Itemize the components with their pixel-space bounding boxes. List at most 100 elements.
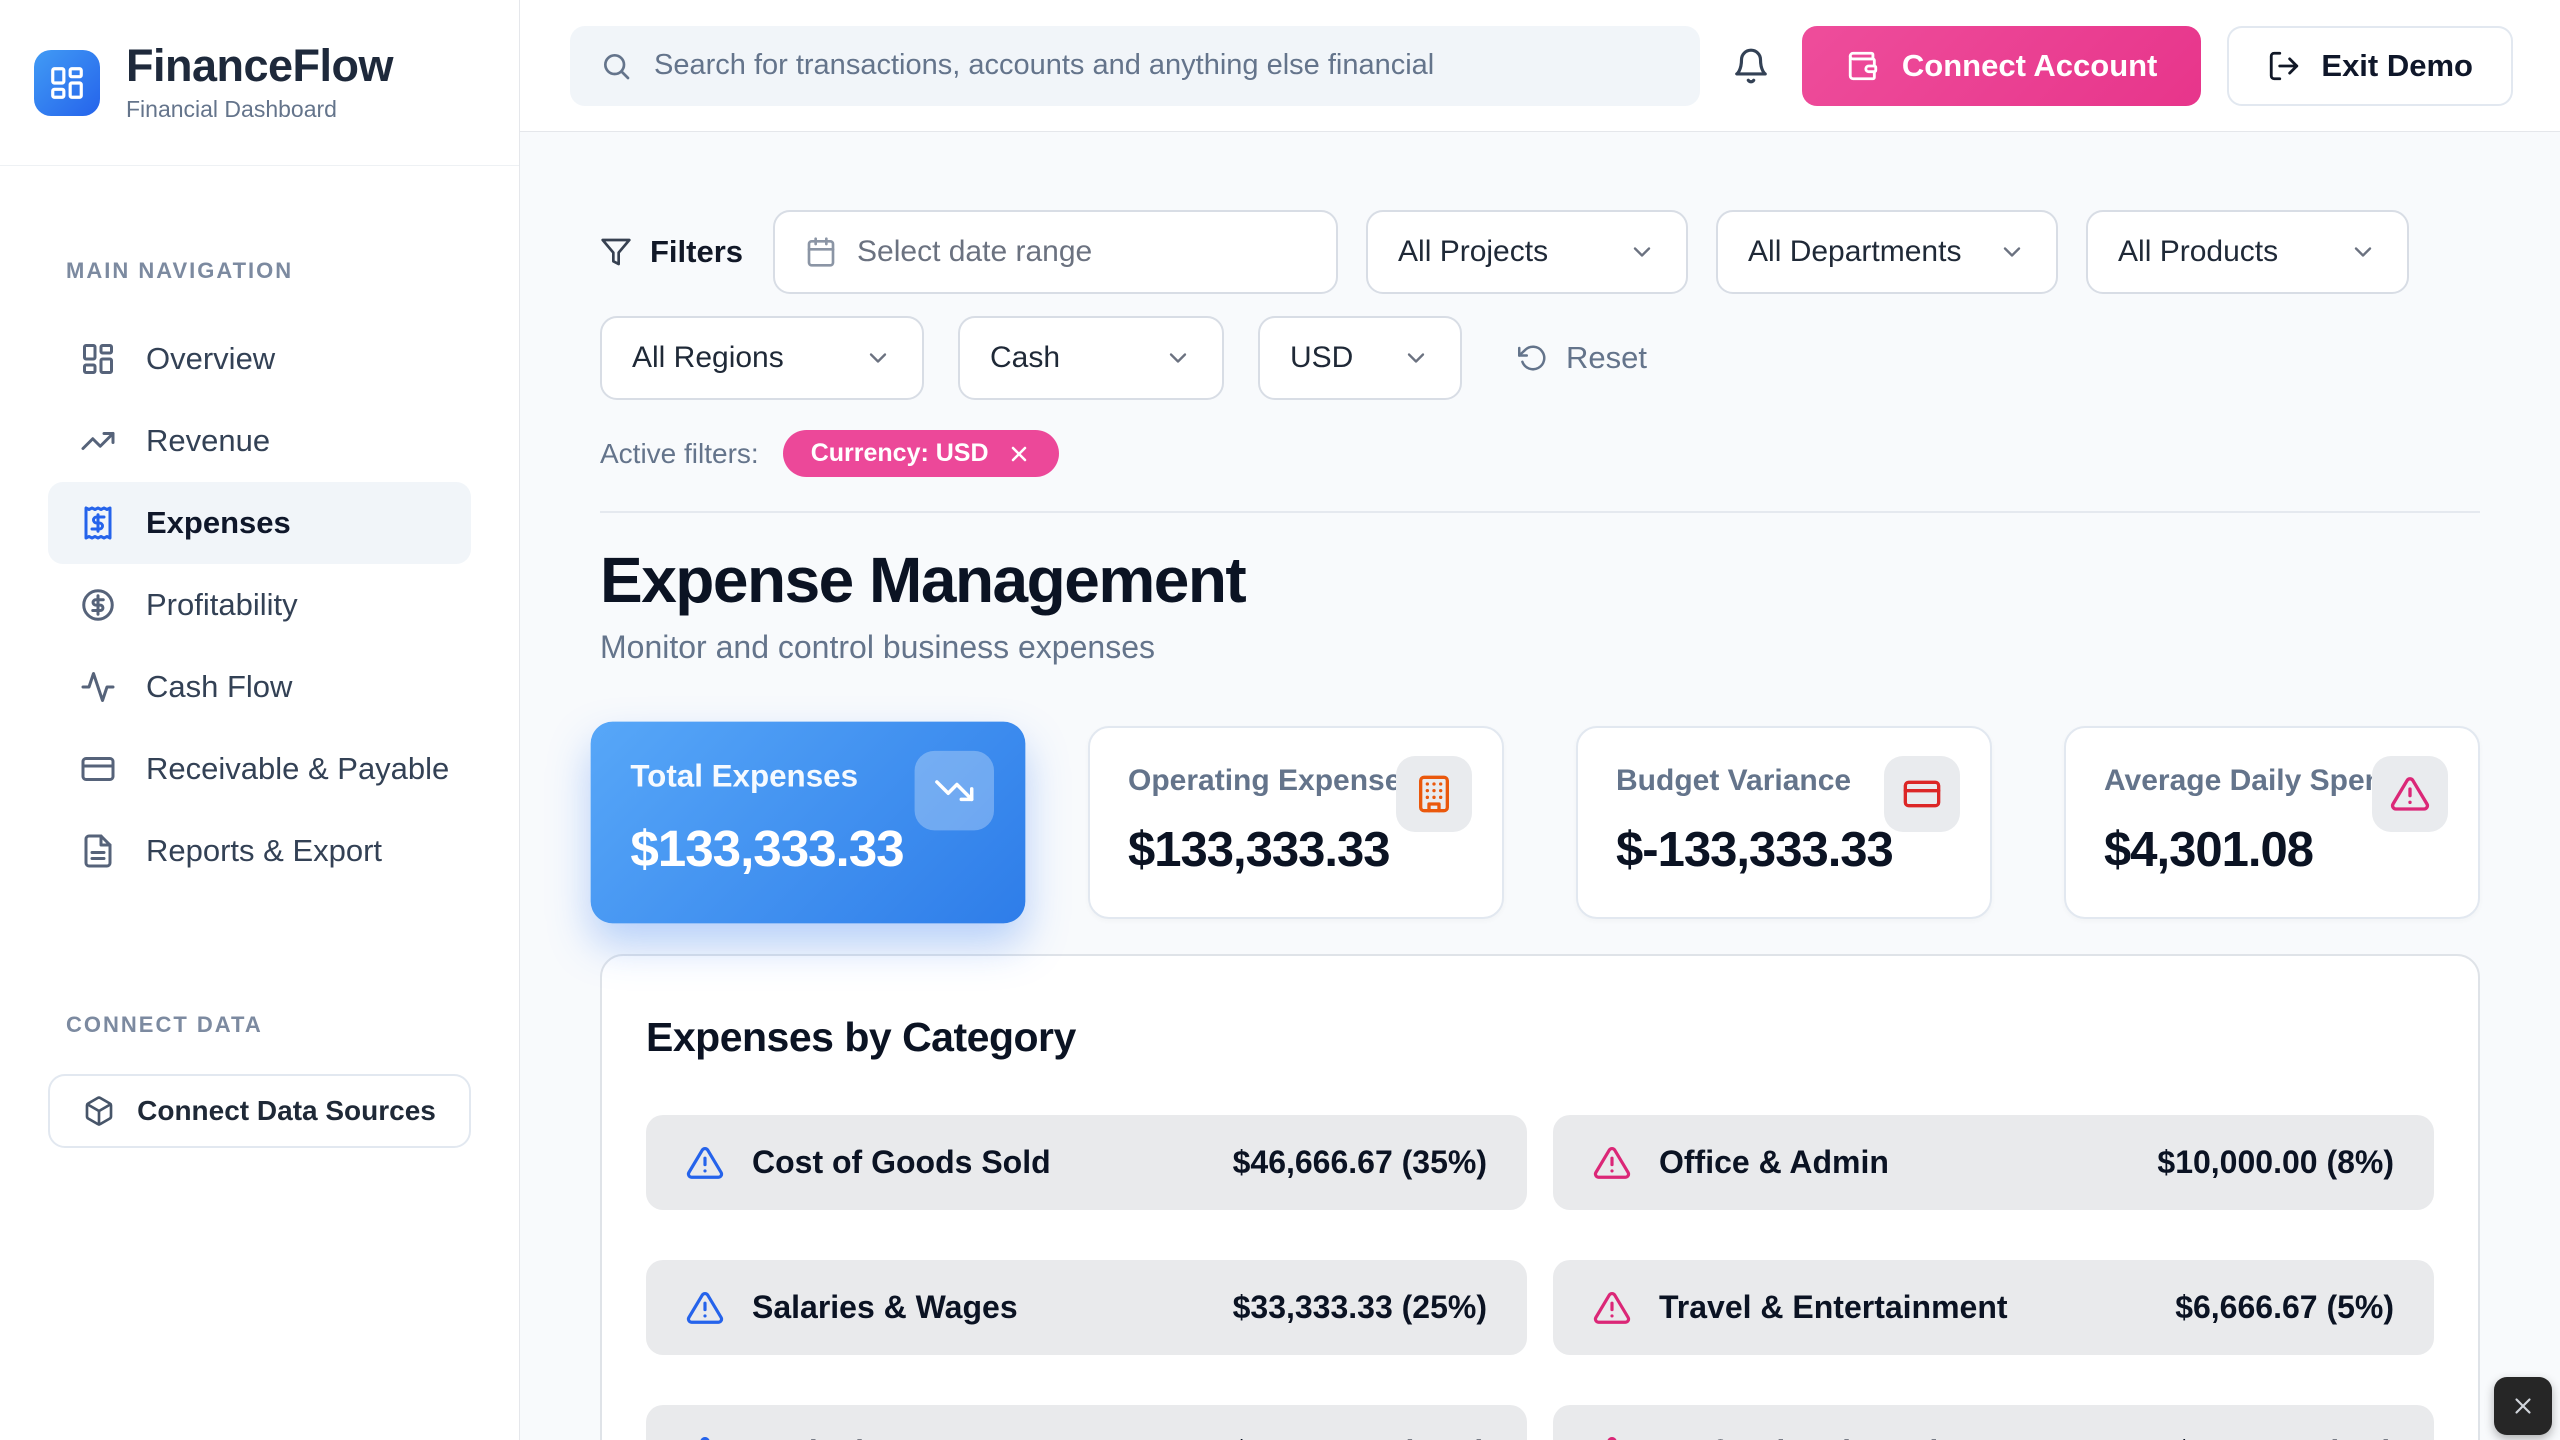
alert-triangle-icon xyxy=(1593,1144,1631,1182)
alert-triangle-icon xyxy=(686,1144,724,1182)
nav-section-heading: MAIN NAVIGATION xyxy=(66,258,294,283)
filter-dropdown-usd[interactable]: USD xyxy=(1258,316,1462,400)
filters-label-group: Filters xyxy=(600,234,743,270)
category-row-salaries-wages: Salaries & Wages $33,333.33 (25%) xyxy=(646,1260,1527,1355)
connect-account-button[interactable]: Connect Account xyxy=(1801,25,2202,106)
stat-card-budget-variance[interactable]: Budget Variance $-133,333.33 xyxy=(1576,726,1992,919)
receipt-icon xyxy=(80,505,116,541)
building-icon xyxy=(1414,774,1454,814)
category-row-office-admin: Office & Admin $10,000.00 (8%) xyxy=(1553,1115,2434,1210)
expenses-by-category-title: Expenses by Category xyxy=(646,1014,1076,1060)
stat-label: Average Daily Spend xyxy=(2104,764,2402,797)
stat-icon-box xyxy=(1884,756,1960,832)
log-out-icon xyxy=(2267,49,2301,83)
topbar: Connect Account Exit Demo xyxy=(520,0,2560,132)
connect-data-sources-label: Connect Data Sources xyxy=(137,1095,436,1126)
dollar-circle-icon xyxy=(80,587,116,623)
dashboard-logo-icon xyxy=(48,64,86,102)
stat-card-operating-expenses[interactable]: Operating Expenses $133,333.33 xyxy=(1088,726,1504,919)
dropdown-selected-value: All Departments xyxy=(1748,235,1962,268)
trending-down-icon xyxy=(933,770,975,812)
category-value: $46,666.67 (35%) xyxy=(1232,1144,1487,1180)
stat-card-total-expenses[interactable]: Total Expenses $133,333.33 xyxy=(590,721,1026,924)
category-value: $33,333.33 (25%) xyxy=(1232,1289,1487,1325)
category-row-travel-entertainment: Travel & Entertainment $6,666.67 (5%) xyxy=(1553,1260,2434,1355)
stat-value: $133,333.33 xyxy=(1128,823,1391,877)
stat-icon-box xyxy=(1396,756,1472,832)
credit-card-icon xyxy=(1902,774,1942,814)
search-input[interactable] xyxy=(654,49,1670,82)
file-text-icon xyxy=(80,833,116,869)
close-overlay-button[interactable] xyxy=(2494,1377,2552,1435)
brand-name: FinanceFlow xyxy=(126,40,394,92)
filter-dropdown-all-regions[interactable]: All Regions xyxy=(600,316,924,400)
exit-demo-button[interactable]: Exit Demo xyxy=(2227,25,2513,106)
main-area: Connect Account Exit Demo Filters Select… xyxy=(520,0,2560,1440)
category-value: $10,000.00 (8%) xyxy=(2157,1144,2394,1180)
chevron-down-icon xyxy=(1998,238,2026,266)
sidebar-item-receivable-payable[interactable]: Receivable & Payable xyxy=(48,728,471,810)
stat-label: Total Expenses xyxy=(630,759,859,794)
chevron-down-icon xyxy=(1164,344,1192,372)
filter-dropdown-all-products[interactable]: All Products xyxy=(2086,210,2410,294)
filter-dropdown-cash[interactable]: Cash xyxy=(958,316,1224,400)
sidebar-item-expenses[interactable]: Expenses xyxy=(48,482,471,564)
close-icon xyxy=(2510,1393,2536,1419)
sidebar-item-revenue[interactable]: Revenue xyxy=(48,400,471,482)
alert-triangle-icon xyxy=(1593,1289,1631,1327)
stat-value: $4,301.08 xyxy=(2104,823,2314,877)
search-icon xyxy=(600,50,632,82)
alert-triangle-icon xyxy=(2390,774,2430,814)
date-range-input[interactable]: Select date range xyxy=(773,210,1339,294)
filter-icon xyxy=(600,236,632,268)
sidebar-item-label: Reports & Export xyxy=(146,833,383,868)
reset-filters-button[interactable]: Reset xyxy=(1518,340,1647,376)
filter-dropdown-all-departments[interactable]: All Departments xyxy=(1716,210,2059,294)
category-name: Cost of Goods Sold xyxy=(752,1144,1051,1180)
alert-triangle-icon xyxy=(686,1434,724,1440)
activity-icon xyxy=(80,669,116,705)
category-value: $20,000.00 (15%) xyxy=(1233,1434,1487,1440)
category-row-professional-services: Professional Services $3,333.33 (3%) xyxy=(1553,1405,2434,1440)
filters-label: Filters xyxy=(650,234,744,269)
sidebar-item-cash-flow[interactable]: Cash Flow xyxy=(48,646,471,728)
sidebar-item-label: Expenses xyxy=(146,505,291,540)
page-subtitle: Monitor and control business expenses xyxy=(600,629,1155,665)
sidebar-item-overview[interactable]: Overview xyxy=(48,318,471,400)
bell-icon xyxy=(1732,47,1770,85)
notifications-button[interactable] xyxy=(1726,41,1776,91)
filter-dropdown-all-projects[interactable]: All Projects xyxy=(1366,210,1689,294)
category-row-marketing: Marketing $20,000.00 (15%) xyxy=(646,1405,1527,1440)
package-icon xyxy=(83,1095,115,1127)
connect-data-sources-button[interactable]: Connect Data Sources xyxy=(48,1074,471,1148)
chip-close-icon[interactable] xyxy=(1007,442,1031,466)
category-name: Professional Services xyxy=(1659,1434,1992,1440)
filters-dropdowns-1: All Projects All Departments All Product… xyxy=(1366,210,2410,294)
category-name: Travel & Entertainment xyxy=(1659,1289,2008,1325)
active-filter-chip-currency[interactable]: Currency: USD xyxy=(782,430,1059,477)
dashboard-icon xyxy=(80,341,116,377)
category-list: Cost of Goods Sold $46,666.67 (35%) Offi… xyxy=(646,1115,2434,1440)
trending-up-icon xyxy=(80,423,116,459)
filters-row-2: All Regions Cash USD Reset xyxy=(600,316,2480,400)
sidebar-item-profitability[interactable]: Profitability xyxy=(48,564,471,646)
sidebar-item-label: Revenue xyxy=(146,423,271,458)
alert-triangle-icon xyxy=(1593,1434,1631,1440)
active-filter-chip-label: Currency: USD xyxy=(810,439,989,467)
category-name: Marketing xyxy=(752,1434,903,1440)
app-logo xyxy=(34,49,100,116)
chevron-down-icon xyxy=(864,344,892,372)
sidebar-item-reports-export[interactable]: Reports & Export xyxy=(48,810,471,892)
stat-label: Operating Expenses xyxy=(1128,764,1419,797)
dropdown-selected-value: All Projects xyxy=(1398,235,1549,268)
connect-data-heading: CONNECT DATA xyxy=(66,1012,263,1037)
reset-label: Reset xyxy=(1566,340,1647,375)
sidebar-item-label: Cash Flow xyxy=(146,669,293,704)
brand-header: FinanceFlow Financial Dashboard xyxy=(0,0,519,166)
stat-card-average-daily-spend[interactable]: Average Daily Spend $4,301.08 xyxy=(2064,726,2480,919)
stats-grid: Total Expenses $133,333.33 Operating Exp… xyxy=(590,721,2480,924)
stat-icon-box xyxy=(914,750,995,831)
sidebar-item-label: Profitability xyxy=(146,587,298,622)
stat-label: Budget Variance xyxy=(1616,764,1852,797)
